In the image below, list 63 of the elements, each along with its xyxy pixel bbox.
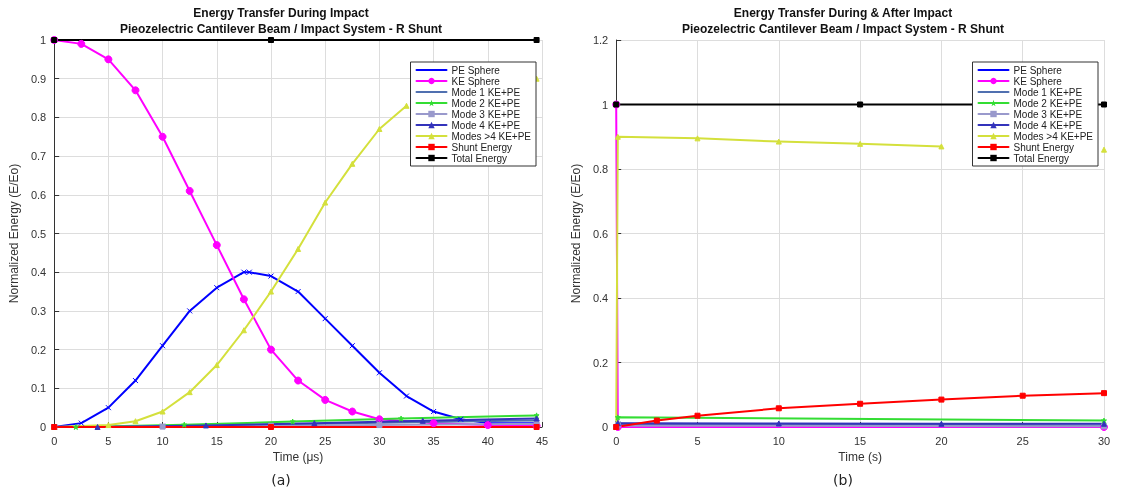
x-tick-label: 30 [1097,434,1111,447]
x-tick-label: 15 [853,434,867,447]
x-tick-label: 10 [156,434,169,447]
x-tick-label: 20 [935,434,948,447]
legend-label: Mode 2 KE+PE [451,97,521,109]
x-axis-title: Time (s) [838,449,882,464]
y-tick-label: 0.5 [30,227,47,240]
x-tick-label: 25 [1016,434,1029,447]
legend-label: Mode 1 KE+PE [451,86,521,98]
y-tick-label: 0.8 [592,163,609,175]
x-tick-label: 10 [772,434,785,447]
x-tick-label: 30 [373,434,386,447]
x-tick-label: 35 [427,434,440,447]
x-tick-label: 40 [481,434,494,447]
y-tick-label: 0.6 [592,227,609,240]
y-tick-label: 0.2 [30,343,47,356]
y-tick-label: 1.2 [592,34,609,46]
legend-label: Mode 3 KE+PE [1013,108,1083,120]
y-tick-label: 0.6 [30,188,47,201]
y-tick-label: 0 [602,421,609,433]
y-axis-title: Normalized Energy (E/Eo) [7,163,21,304]
legend-label: PE Sphere [1013,64,1063,76]
chart-title: Energy Transfer During & After Impact [733,6,953,20]
legend-label: Total Energy [451,152,508,164]
y-tick-label: 0.3 [30,304,47,317]
y-tick-label: 1 [40,34,47,46]
x-tick-label: 15 [210,434,223,447]
x-tick-label: 0 [613,434,620,447]
legend-label: KE Sphere [1013,75,1063,87]
y-tick-label: 0.2 [592,356,609,369]
text: (a) [271,472,291,488]
legend-label: Mode 1 KE+PE [1013,86,1083,98]
chart-subtitle: Pieozelectric Cantilever Beam / Impact System - R Shunt [681,22,1005,36]
legend-label: PE Sphere [451,64,501,76]
legend-label: Shunt Energy [1013,141,1075,153]
x-tick-label: 45 [535,434,549,447]
y-tick-label: 0.4 [30,266,47,279]
legend-label: Mode 3 KE+PE [451,108,521,120]
legend-label: Mode 4 KE+PE [1013,119,1083,131]
y-tick-label: 0.7 [30,150,47,163]
chart-title: Energy Transfer During Impact [193,6,369,20]
y-tick-label: 0.9 [30,72,47,85]
x-tick-label: 20 [264,434,278,447]
x-tick-label: 5 [694,434,701,447]
y-tick-label: 0.4 [592,292,609,304]
text: (b) [833,472,853,488]
y-tick-label: 0.8 [30,111,47,124]
legend-label: Shunt Energy [451,141,513,153]
legend-label: Total Energy [1013,152,1070,164]
chart-subtitle: Pieozelectric Cantilever Beam / Impact System - R Shunt [119,22,443,36]
legend-label: Mode 4 KE+PE [451,119,521,131]
y-tick-label: 0.1 [30,382,47,395]
y-tick-label: 0 [40,421,47,433]
y-axis-title: Normalized Energy (E/Eo) [569,163,583,304]
x-tick-label: 0 [51,434,58,447]
legend-label: Modes >4 KE+PE [451,130,532,142]
legend-label: KE Sphere [451,75,501,87]
y-tick-label: 1 [602,98,609,111]
x-tick-label: 5 [105,434,112,447]
legend-label: Mode 2 KE+PE [1013,97,1083,109]
x-axis-title: Time (μs) [272,449,324,464]
legend-label: Modes >4 KE+PE [1013,130,1094,142]
x-tick-label: 25 [319,434,332,447]
